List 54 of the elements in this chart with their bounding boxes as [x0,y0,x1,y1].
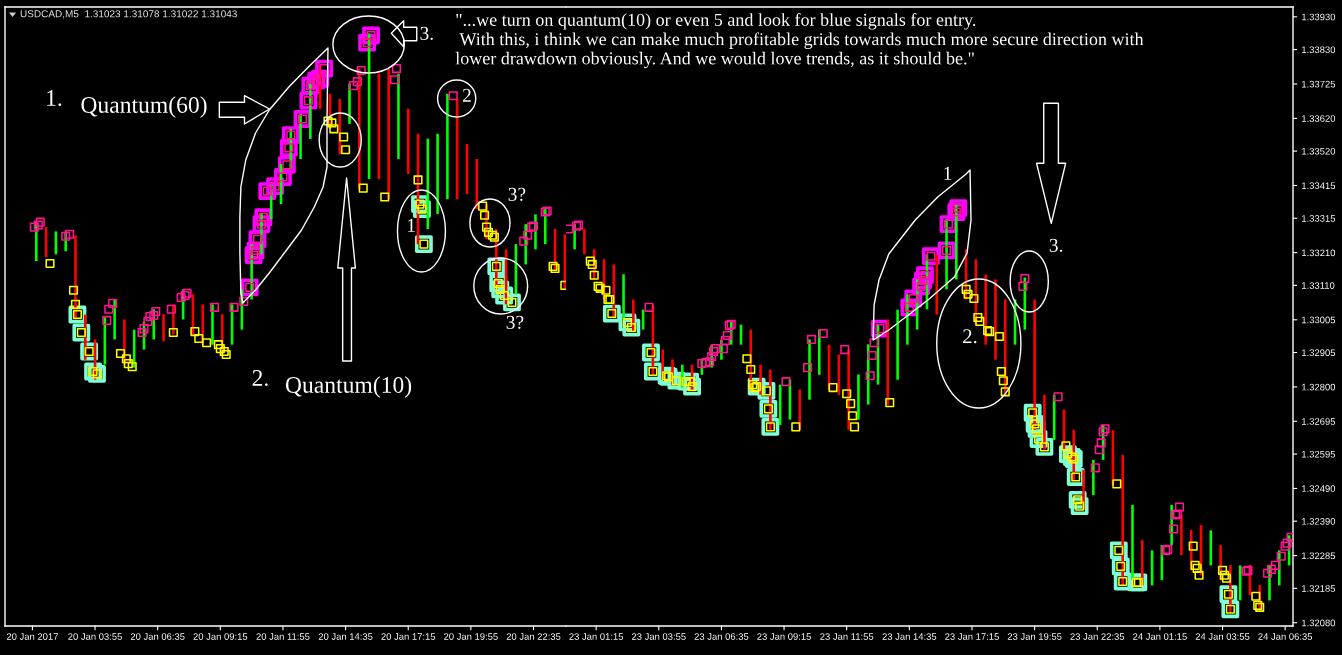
x-tick-label: 20 Jan 11:55 [256,633,310,640]
y-tick-label: 1.33725 [1302,80,1336,88]
x-tick-label: 20 Jan 03:55 [68,633,122,640]
y-tick-label: 1.32080 [1302,619,1336,627]
annotation: Quantum(60) [81,96,207,118]
x-tick-label: 23 Jan 17:15 [945,633,999,640]
chart-title: USDCAD,M5 1.31023 1.31078 1.31022 1.31043 [20,10,237,19]
x-tick-label: 20 Jan 19:55 [444,633,498,640]
x-tick-label: 24 Jan 03:55 [1195,633,1250,640]
y-tick-label: 1.32185 [1302,585,1336,592]
annotation: Quantum(10) [285,376,412,398]
y-tick-label: 1.32695 [1302,418,1336,425]
x-tick-label: 23 Jan 22:35 [1070,633,1125,640]
annotation: 3. [420,26,433,40]
annotation: 1 [408,218,415,232]
annotation: 1. [47,90,62,107]
y-tick-label: 1.33520 [1302,147,1336,155]
x-tick-label: 23 Jan 03:55 [631,633,686,640]
x-tick-label: 23 Jan 01:15 [569,633,624,640]
x-tick-label: 20 Jan 06:35 [130,633,185,640]
x-tick-label: 20 Jan 2017 [6,633,58,640]
y-tick-label: 1.32595 [1302,450,1336,458]
y-tick-label: 1.32905 [1302,349,1336,357]
x-tick-label: 23 Jan 19:55 [1007,633,1062,640]
annotation: 1 [944,166,952,180]
x-tick-label: 24 Jan 01:15 [1133,633,1187,640]
y-tick-label: 1.33110 [1302,282,1335,289]
annotation: 3. [1049,238,1063,252]
y-tick-label: 1.33210 [1302,249,1336,257]
annotation: 3? [508,187,526,201]
y-tick-label: 1.32490 [1302,485,1336,492]
annotation: 3? [506,315,524,329]
annotation: "...we turn on quantum(10) or even 5 and look for blue signals for entry. With this, i think we can make much profitable grids towards much more secure direction with lower drawdown obviously. And we would love trends, as it should be." [455,13,1144,69]
x-tick-label: 20 Jan 22:35 [506,633,561,640]
annotation: 2. [963,329,977,344]
y-tick-label: 1.33830 [1302,46,1336,54]
x-tick-label: 24 Jan 06:35 [1258,633,1313,640]
x-tick-label: 20 Jan 09:15 [193,633,248,640]
y-tick-label: 1.33620 [1302,115,1336,122]
x-tick-label: 23 Jan 14:35 [882,633,937,640]
y-tick-label: 1.32390 [1302,518,1336,525]
x-tick-label: 23 Jan 11:55 [820,633,874,640]
x-tick-label: 23 Jan 09:15 [757,633,811,640]
y-tick-label: 1.33415 [1302,182,1336,190]
annotation: 2 [462,88,471,102]
y-tick-label: 1.33005 [1302,316,1336,324]
y-tick-label: 1.32800 [1302,383,1336,391]
y-tick-label: 1.32285 [1302,552,1336,560]
x-tick-label: 20 Jan 14:35 [318,633,373,640]
y-tick-label: 1.33930 [1302,13,1336,21]
annotation: 2. [252,370,268,387]
y-tick-label: 1.33315 [1302,215,1336,222]
x-tick-label: 20 Jan 17:15 [381,633,436,640]
x-tick-label: 23 Jan 06:35 [694,633,749,640]
